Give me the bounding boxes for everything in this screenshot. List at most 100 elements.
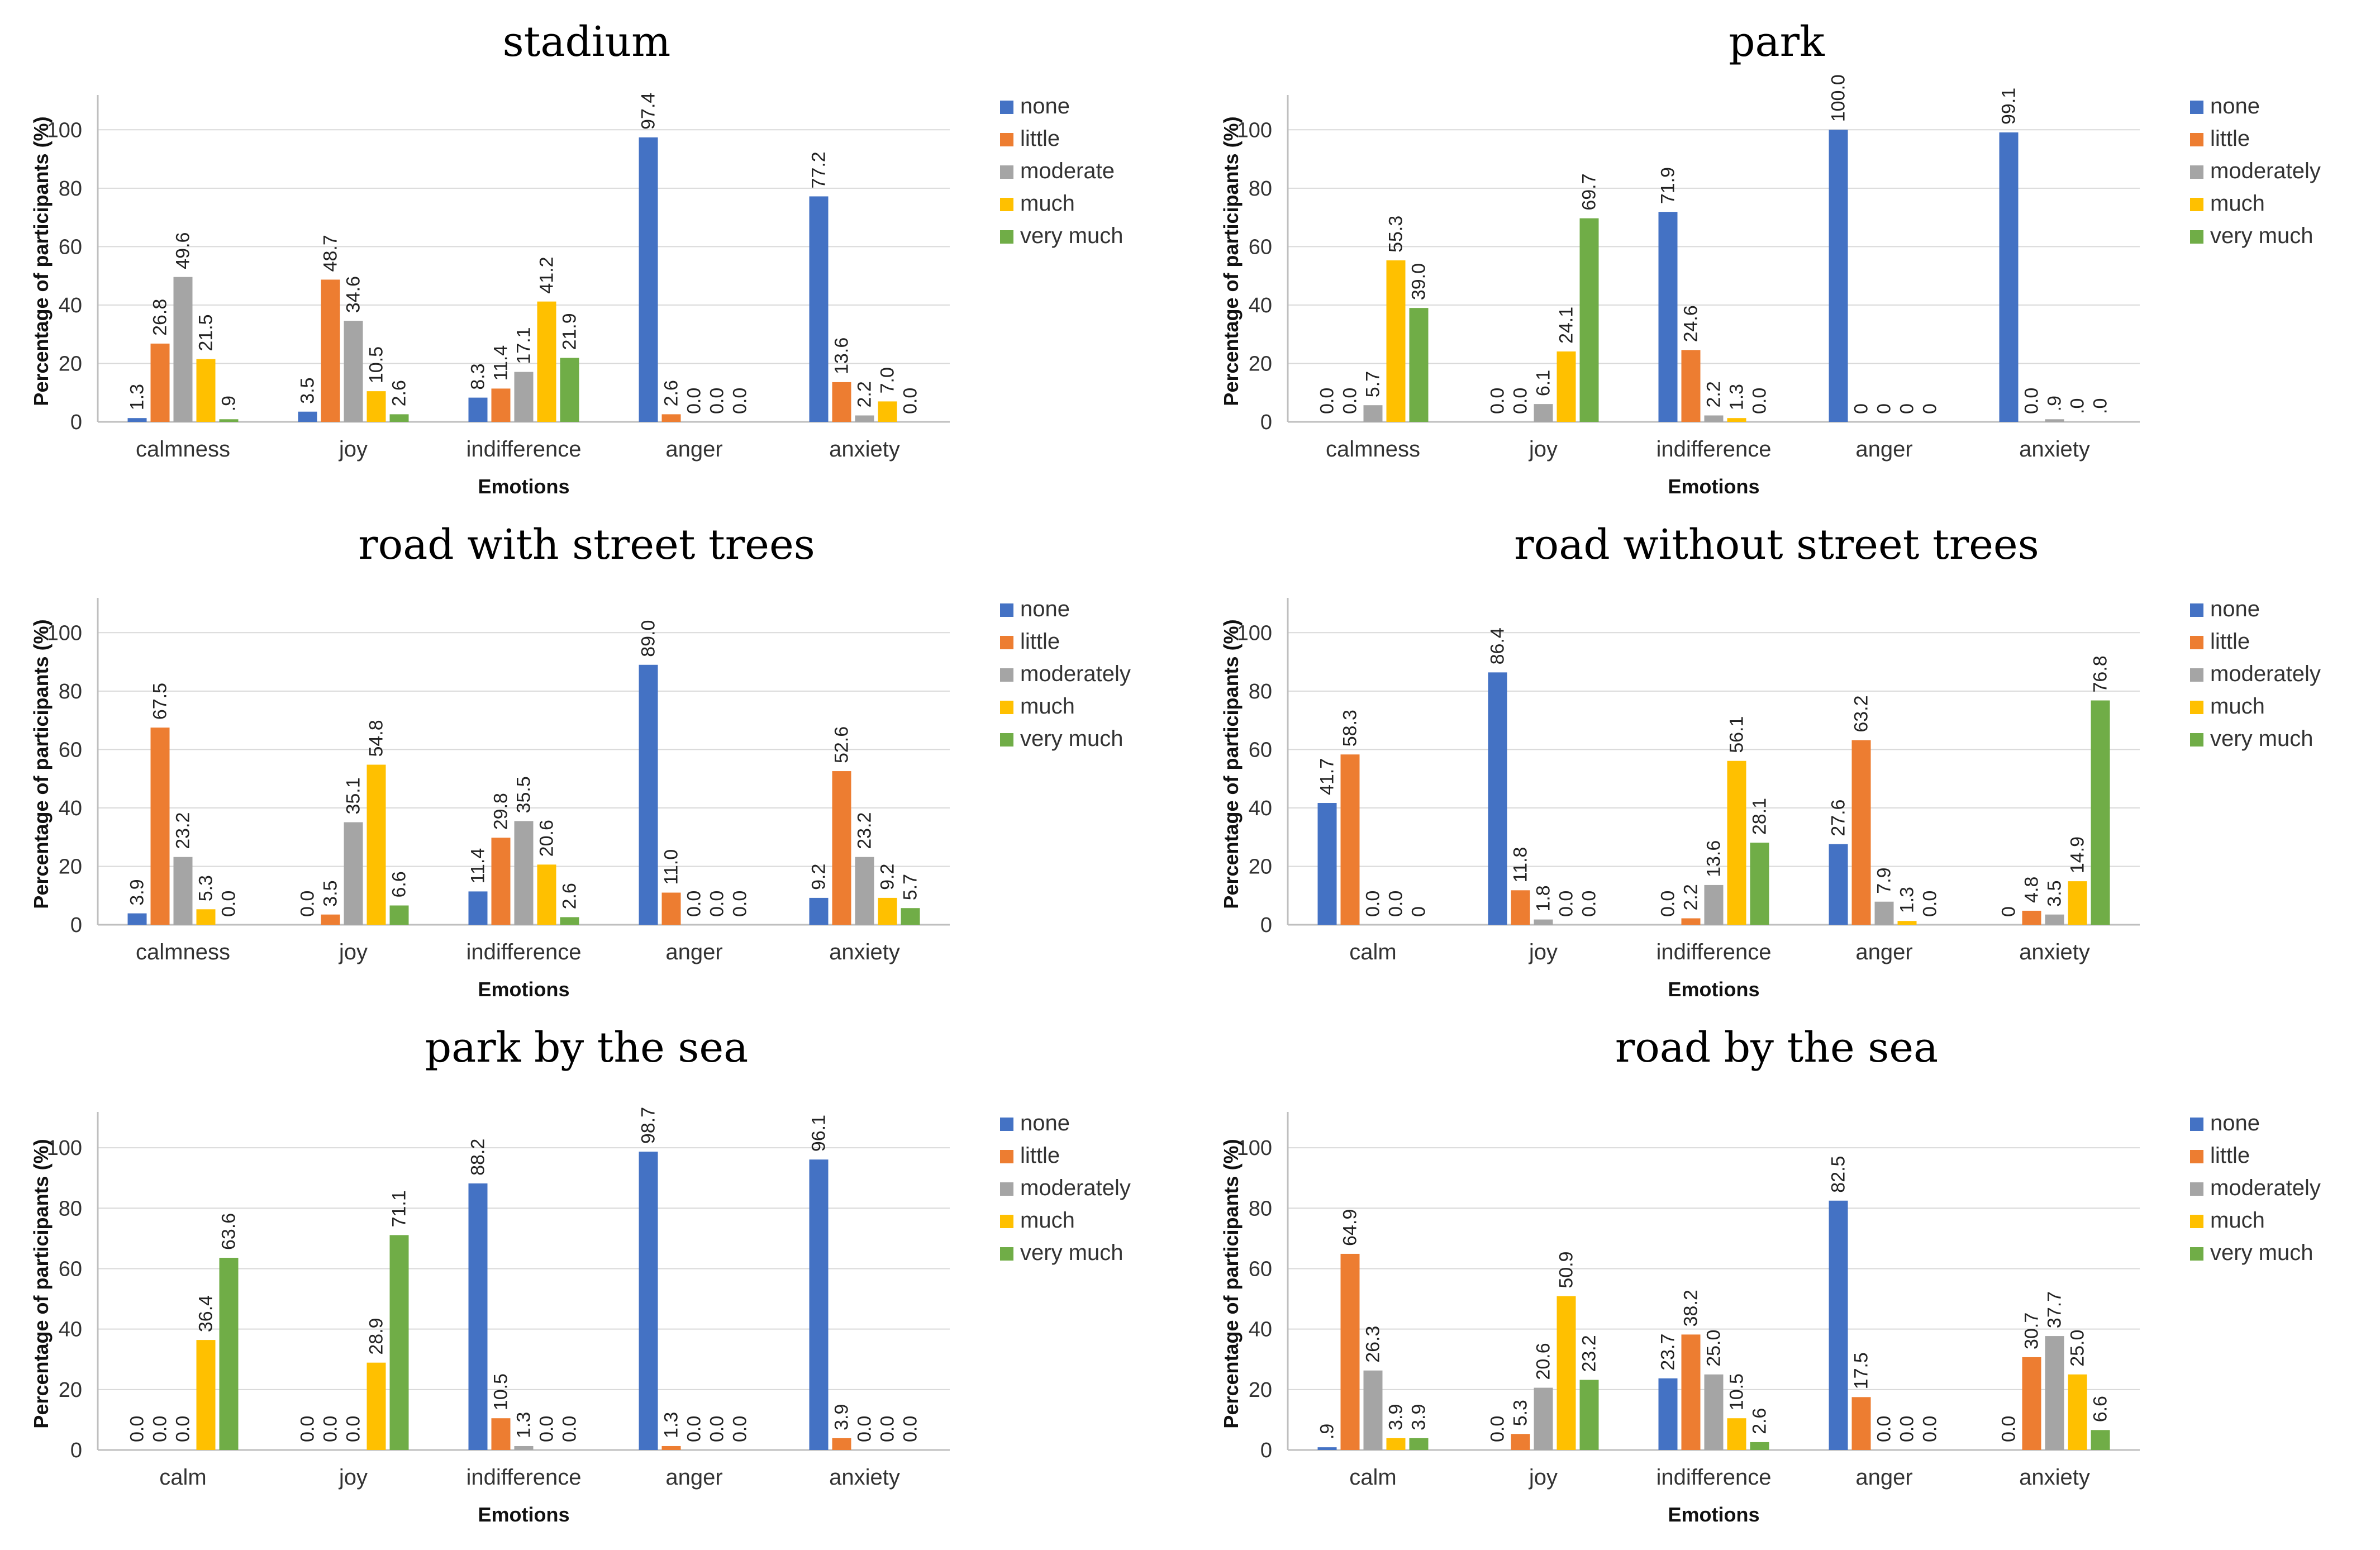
legend-swatch-very-much [2190,230,2203,244]
legend-label-none: none [2210,94,2260,118]
data-label: 0.0 [320,1416,341,1442]
data-label: 13.6 [831,337,853,374]
data-label: 58.3 [1340,710,1361,747]
legend-swatch-little [2190,1150,2203,1163]
data-label: 8.3 [468,363,489,389]
data-label: 17.5 [1851,1352,1872,1389]
bar-very-much-anxiety [2091,1430,2110,1450]
legend-label-much: much [1020,1208,1075,1233]
y-tick-label: 20 [1249,352,1272,375]
y-tick-label: 100 [47,118,82,142]
bar-much-joy [366,391,386,422]
bar-little-calmness [150,728,170,925]
data-label: 1.3 [1726,384,1748,410]
bar-little-anger [661,414,681,422]
bar-none-calm [1317,1447,1337,1450]
data-label: 98.7 [638,1107,659,1144]
y-tick-label: 100 [47,1137,82,1160]
bar-none-indifference [468,397,488,422]
category-label: joy [1529,1465,1558,1490]
data-label: 23.2 [1579,1335,1600,1372]
data-label: 71.1 [389,1190,410,1227]
bar-much-calmness [1386,260,1406,422]
category-label: indifference [466,1465,581,1490]
bar-none-anxiety [809,196,829,422]
bar-moderately-anxiety [2045,419,2064,422]
bar-very-much-calm [1409,1438,1429,1450]
bar-moderately-calm [1363,1370,1383,1450]
bar-none-calmness [127,913,147,925]
data-label: 11.4 [468,848,489,884]
bar-very-much-calmness [1409,308,1429,422]
data-label: 0 [1874,403,1895,414]
legend-label-little: little [1020,629,1060,654]
bar-little-calm [1340,1253,1360,1450]
bar-moderately-anxiety [855,857,874,925]
data-label: 1.3 [661,1412,682,1438]
data-label: 67.5 [150,683,171,720]
data-label: 0.0 [150,1416,171,1442]
data-label: 2.6 [389,380,410,406]
data-label: 26.8 [150,299,171,336]
x-axis-title: Emotions [1668,475,1759,498]
data-label: 0.0 [173,1416,194,1442]
data-label: 41.2 [536,256,558,293]
bar-none-anxiety [809,1159,829,1450]
bar-much-indifference [1727,1418,1746,1450]
chart-road-with-street-trees: road with street trees 0 20 40 60 80 100Percen… [30,521,1131,1001]
category-label: calmness [136,940,230,964]
data-label: 37.7 [2044,1291,2065,1328]
data-label: 25.0 [2067,1330,2088,1367]
chart-road-without-street-trees: road without street trees 0 20 40 60 80 100Per… [1220,521,2321,1001]
legend-swatch-very-much [1000,733,1013,747]
data-label: 5.3 [196,875,217,901]
data-label: 30.7 [2021,1313,2043,1349]
bar-little-indifference [491,838,511,925]
bar-little-joy [321,914,340,925]
legend-label-none: none [1020,1111,1070,1135]
data-label: 34.6 [343,276,364,313]
data-label: 10.5 [1726,1373,1748,1410]
category-label: indifference [466,940,581,964]
data-label: 28.1 [1749,798,1770,835]
legend-label-much: much [1020,694,1075,719]
y-tick-label: 80 [1249,680,1272,703]
y-tick-label: 0 [70,914,82,937]
data-label: 0.0 [1317,388,1338,414]
bar-moderately-indifference [1704,1374,1724,1450]
data-label: 0.0 [1487,388,1508,414]
data-label: 0.0 [536,1416,558,1442]
data-label: 0.0 [684,1416,705,1442]
y-tick-label: 60 [1249,1257,1272,1281]
data-label: 39.0 [1408,263,1430,300]
bar-little-anger [661,892,681,925]
data-label: 0.0 [297,1416,318,1442]
y-tick-label: 100 [1237,1137,1272,1160]
bar-moderately-calmness [173,857,193,925]
category-label: joy [339,437,368,462]
bar-none-anger [639,1152,658,1450]
data-label: 3.5 [297,377,318,403]
bar-little-indifference [491,388,511,422]
data-label: 21.5 [196,314,217,351]
y-tick-label: 0 [70,411,82,434]
bar-little-anxiety [2022,910,2041,925]
data-label: 20.6 [1533,1343,1554,1380]
data-label: 0.0 [707,1416,728,1442]
legend-swatch-moderately [2190,668,2203,682]
category-label: calm [1349,940,1396,964]
category-label: anger [1855,940,1912,964]
data-label: 0.0 [1920,891,1941,917]
legend-label-little: little [1020,126,1060,151]
legend-swatch-much [1000,701,1013,714]
data-label: 11.0 [661,849,682,885]
bar-little-calm [1340,754,1360,925]
data-label: 6.6 [389,871,410,897]
legend-swatch-none [2190,101,2203,114]
bar-little-indifference [1681,918,1701,925]
data-label: 36.4 [196,1295,217,1332]
legend-label-moderately: moderately [2210,1176,2321,1200]
bar-none-calm [1317,803,1337,925]
y-axis-title: Percentage of participants (%) [1220,116,1243,406]
